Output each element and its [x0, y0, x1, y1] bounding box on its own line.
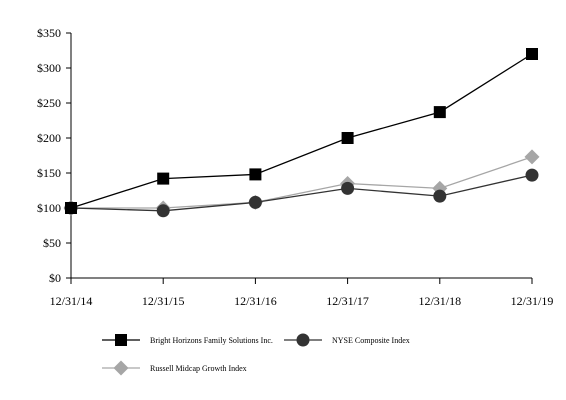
legend-item: NYSE Composite Index: [284, 333, 410, 347]
data-point: [157, 172, 170, 185]
x-axis-ticks: 12/31/14 12/31/15 12/31/16 12/31/17 12/31/18…: [50, 278, 554, 308]
legend-item: Bright Horizons Family Solutions Inc.: [102, 334, 273, 346]
data-point: [433, 189, 447, 203]
data-point: [341, 181, 355, 195]
y-axis-ticks: $0 $50 $100 $150 $200 $250 $300 $350: [37, 26, 71, 285]
series-square: [65, 48, 538, 214]
data-point: [525, 168, 539, 182]
data-point: [526, 48, 538, 60]
data-point: [249, 168, 262, 181]
x-tick-label: 12/31/18: [418, 294, 461, 308]
legend-marker: [115, 334, 127, 346]
x-tick-label: 12/31/17: [326, 294, 369, 308]
legend-marker: [296, 333, 310, 347]
y-tick-label: $200: [37, 131, 61, 145]
data-point: [248, 195, 262, 209]
x-tick-label: 12/31/19: [511, 294, 554, 308]
y-tick-label: $50: [43, 236, 61, 250]
y-tick-label: $0: [49, 271, 61, 285]
y-tick-label: $250: [37, 96, 61, 110]
x-tick-label: 12/31/16: [234, 294, 277, 308]
chart-legend: Bright Horizons Family Solutions Inc. NYS…: [102, 333, 410, 376]
legend-label: Bright Horizons Family Solutions Inc.: [150, 336, 273, 345]
series-line: [70, 53, 533, 209]
y-tick-label: $150: [37, 166, 61, 180]
series-line: [70, 174, 533, 212]
series-line: [71, 156, 533, 209]
legend-label: NYSE Composite Index: [332, 336, 410, 345]
y-tick-label: $350: [37, 26, 61, 40]
y-tick-label: $300: [37, 61, 61, 75]
x-tick-label: 12/31/14: [50, 294, 93, 308]
legend-item: Russell Midcap Growth Index: [102, 360, 247, 376]
data-point: [341, 132, 354, 144]
legend-marker: [113, 360, 129, 376]
data-point: [433, 106, 446, 119]
legend-label: Russell Midcap Growth Index: [150, 364, 247, 373]
series-diamond: [63, 149, 540, 216]
chart-axes: [70, 33, 532, 279]
x-tick-label: 12/31/15: [142, 294, 185, 308]
y-tick-label: $100: [37, 201, 61, 215]
data-point: [65, 202, 77, 214]
data-point: [524, 149, 540, 165]
chart-series: [63, 48, 540, 218]
data-point: [156, 204, 170, 218]
